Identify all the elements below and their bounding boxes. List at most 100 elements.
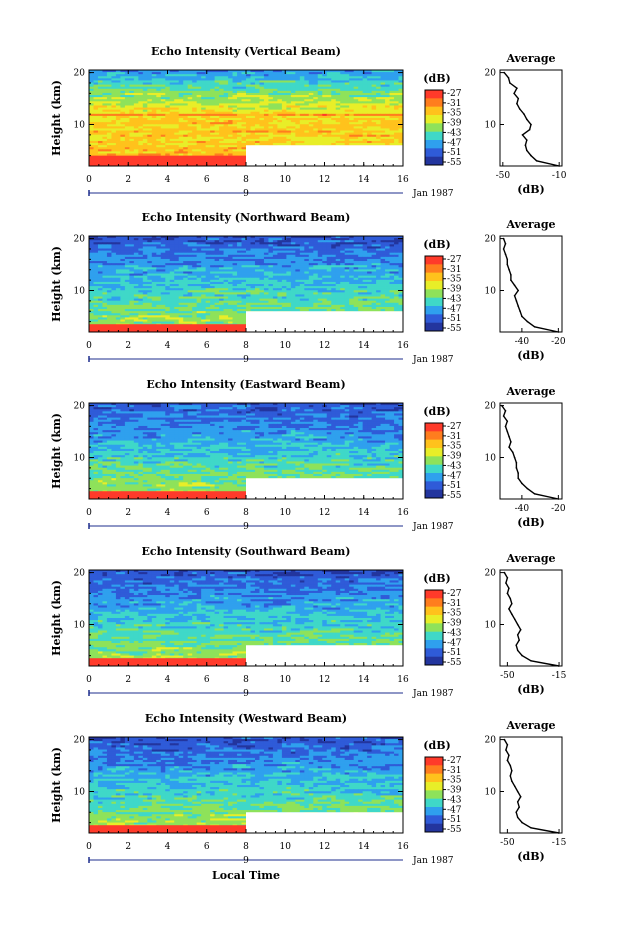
heatmap-cell — [196, 151, 202, 154]
heatmap-cell — [138, 126, 144, 129]
heatmap-cell — [214, 134, 220, 138]
heatmap-cell — [223, 109, 229, 113]
heatmap-cell — [317, 88, 323, 92]
heatmap-cell — [205, 115, 211, 119]
heatmap-cell — [228, 78, 233, 81]
heatmap-cell — [124, 107, 130, 111]
heatmap-cell — [254, 78, 260, 81]
heatmap-cell — [349, 82, 355, 86]
heatmap-cell — [398, 128, 404, 131]
heatmap-cell — [214, 140, 220, 144]
heatmap-cell — [120, 103, 126, 106]
heatmap-cell — [160, 80, 166, 83]
heatmap-cell — [223, 76, 229, 79]
heatmap-cell — [335, 138, 341, 142]
heatmap-cell — [380, 78, 386, 81]
heatmap-cell — [228, 134, 233, 138]
heatmap-cell — [299, 130, 305, 134]
heatmap-cell — [89, 86, 94, 90]
heatmap-cell — [201, 99, 207, 102]
heatmap-cell — [313, 128, 319, 131]
heatmap-cell — [268, 138, 274, 142]
heatmap-cell — [106, 74, 112, 77]
heatmap-cell — [228, 70, 233, 73]
heatmap-cell — [214, 99, 220, 102]
heatmap-cell — [160, 147, 166, 150]
heatmap-cell — [349, 95, 355, 98]
heatmap-cell — [165, 78, 171, 81]
profile-x-tick-label: -50 — [496, 171, 511, 181]
heatmap-cell — [196, 103, 202, 106]
heatmap-cell — [115, 151, 121, 154]
heatmap-cell — [308, 72, 314, 75]
heatmap-cell — [111, 74, 117, 77]
profile-point — [523, 113, 525, 115]
heatmap-cell — [376, 80, 381, 83]
heatmap-cell — [133, 101, 139, 104]
heatmap-cell — [174, 88, 180, 92]
heatmap-cell — [205, 136, 211, 140]
heatmap-cell — [124, 105, 130, 108]
heatmap-cell — [250, 122, 256, 125]
heatmap-cell — [299, 95, 305, 98]
heatmap-cell — [331, 126, 337, 129]
heatmap-cell — [263, 111, 269, 115]
heatmap-cell — [232, 74, 238, 77]
heatmap-cell — [398, 111, 404, 115]
heatmap-cell — [115, 78, 121, 81]
heatmap-cell — [317, 95, 323, 98]
colorbar-tick-label: -51 — [447, 148, 462, 158]
heatmap-cell — [376, 115, 381, 119]
heatmap-cell — [254, 82, 260, 86]
heatmap-cell — [376, 99, 381, 102]
heatmap-cell — [286, 82, 292, 86]
heatmap-cell — [340, 70, 346, 73]
heatmap-cell — [376, 72, 381, 75]
heatmap-cell — [317, 132, 323, 136]
heatmap-cell — [331, 118, 337, 121]
colorbar-swatch — [425, 148, 443, 157]
heatmap-cell — [362, 80, 368, 83]
heatmap-cell — [187, 92, 193, 96]
heatmap-cell — [196, 124, 202, 127]
heatmap-cell — [380, 126, 386, 129]
heatmap-cell — [259, 136, 265, 140]
heatmap-cell — [246, 109, 251, 113]
heatmap-cell — [277, 86, 283, 90]
heatmap-cell — [97, 78, 103, 81]
heatmap-cell — [358, 130, 364, 134]
heatmap-cell — [111, 90, 117, 94]
heatmap-cell — [228, 72, 233, 75]
heatmap-cell — [313, 72, 319, 75]
heatmap-cell — [93, 111, 99, 115]
heatmap-cell — [196, 111, 202, 115]
heatmap-cell — [120, 122, 126, 125]
heatmap-cell — [124, 99, 130, 102]
heatmap-cell — [250, 113, 256, 117]
heatmap-cell — [389, 130, 395, 134]
heatmap-cell — [268, 78, 274, 81]
heatmap-cell — [286, 109, 292, 113]
heatmap-cell — [169, 145, 175, 148]
heatmap-cell — [385, 113, 390, 117]
heatmap-cell — [160, 74, 166, 77]
heatmap-cell — [304, 140, 310, 144]
heatmap-cell — [183, 140, 189, 144]
heatmap-cell — [89, 99, 94, 102]
heatmap-cell — [228, 80, 233, 83]
heatmap-cell — [138, 72, 144, 75]
heatmap-cell — [232, 84, 238, 88]
heatmap-cell — [290, 105, 296, 108]
heatmap-cell — [367, 88, 372, 92]
heatmap-cell — [250, 101, 256, 104]
heatmap-cell — [138, 143, 144, 146]
heatmap-cell — [151, 134, 157, 138]
heatmap-cell — [308, 103, 314, 106]
heatmap-cell — [281, 97, 287, 100]
heatmap-cell — [187, 97, 193, 100]
heatmap-cell — [295, 84, 301, 88]
heatmap-cell — [142, 86, 148, 90]
heatmap-cell — [124, 109, 130, 113]
heatmap-cell — [147, 74, 153, 77]
heatmap-cell — [183, 86, 189, 90]
